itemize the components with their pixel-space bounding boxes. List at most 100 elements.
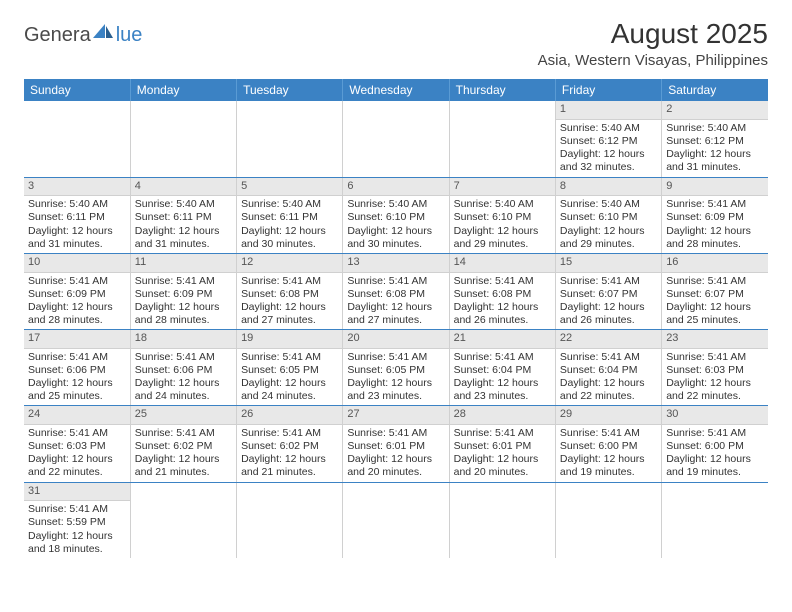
sunset-line: Sunset: 6:06 PM [135,364,213,376]
sunrise-line: Sunrise: 5:41 AM [666,275,746,287]
day-number: 21 [450,330,555,349]
day-number: 19 [237,330,342,349]
calendar-cell: 17Sunrise: 5:41 AMSunset: 6:06 PMDayligh… [24,330,130,406]
col-fri: Friday [555,79,661,101]
day-details: Sunrise: 5:41 AMSunset: 6:04 PMDaylight:… [450,349,555,406]
sunrise-line: Sunrise: 5:41 AM [347,275,427,287]
day-number: 4 [131,178,236,197]
sunrise-line: Sunrise: 5:40 AM [241,198,321,210]
daylight-line: Daylight: 12 hours and 30 minutes. [347,225,432,250]
calendar-cell: 13Sunrise: 5:41 AMSunset: 6:08 PMDayligh… [343,253,449,329]
calendar-cell: 25Sunrise: 5:41 AMSunset: 6:02 PMDayligh… [130,406,236,482]
day-details: Sunrise: 5:40 AMSunset: 6:11 PMDaylight:… [237,196,342,253]
sunset-line: Sunset: 6:01 PM [347,440,425,452]
daylight-line: Daylight: 12 hours and 32 minutes. [560,148,645,173]
daylight-line: Daylight: 12 hours and 29 minutes. [454,225,539,250]
sunrise-line: Sunrise: 5:41 AM [560,427,640,439]
sunrise-line: Sunrise: 5:40 AM [135,198,215,210]
sunrise-line: Sunrise: 5:41 AM [454,351,534,363]
sunrise-line: Sunrise: 5:41 AM [666,351,746,363]
day-number: 13 [343,254,448,273]
sunrise-line: Sunrise: 5:41 AM [241,351,321,363]
sunrise-line: Sunrise: 5:41 AM [666,198,746,210]
day-number: 23 [662,330,768,349]
daylight-line: Daylight: 12 hours and 23 minutes. [454,377,539,402]
daylight-line: Daylight: 12 hours and 28 minutes. [135,301,220,326]
day-details: Sunrise: 5:41 AMSunset: 6:00 PMDaylight:… [556,425,661,482]
calendar-cell: 5Sunrise: 5:40 AMSunset: 6:11 PMDaylight… [237,177,343,253]
sunset-line: Sunset: 6:11 PM [28,211,105,223]
day-number: 10 [24,254,130,273]
sunset-line: Sunset: 6:00 PM [560,440,638,452]
sunrise-line: Sunrise: 5:41 AM [560,275,640,287]
day-number: 14 [450,254,555,273]
col-wed: Wednesday [343,79,449,101]
sunrise-line: Sunrise: 5:41 AM [347,427,427,439]
sunrise-line: Sunrise: 5:41 AM [28,503,108,515]
calendar-cell: 12Sunrise: 5:41 AMSunset: 6:08 PMDayligh… [237,253,343,329]
sunrise-line: Sunrise: 5:40 AM [666,122,746,134]
sunset-line: Sunset: 6:05 PM [241,364,319,376]
sunrise-line: Sunrise: 5:40 AM [560,198,640,210]
day-number: 22 [556,330,661,349]
sunset-line: Sunset: 6:02 PM [241,440,319,452]
day-number: 28 [450,406,555,425]
calendar-cell [237,101,343,177]
calendar-cell [237,482,343,558]
sunset-line: Sunset: 6:11 PM [135,211,212,223]
day-details: Sunrise: 5:41 AMSunset: 6:09 PMDaylight:… [662,196,768,253]
sunrise-line: Sunrise: 5:41 AM [135,427,215,439]
day-number: 3 [24,178,130,197]
sunset-line: Sunset: 6:09 PM [135,288,213,300]
day-number: 8 [556,178,661,197]
day-number: 29 [556,406,661,425]
day-details: Sunrise: 5:41 AMSunset: 6:09 PMDaylight:… [131,273,236,330]
day-number: 6 [343,178,448,197]
sunset-line: Sunset: 6:01 PM [454,440,532,452]
day-details: Sunrise: 5:41 AMSunset: 6:00 PMDaylight:… [662,425,768,482]
sunrise-line: Sunrise: 5:41 AM [28,351,108,363]
sunrise-line: Sunrise: 5:41 AM [241,275,321,287]
day-number: 25 [131,406,236,425]
day-details: Sunrise: 5:41 AMSunset: 6:01 PMDaylight:… [450,425,555,482]
daylight-line: Daylight: 12 hours and 26 minutes. [560,301,645,326]
calendar-cell: 16Sunrise: 5:41 AMSunset: 6:07 PMDayligh… [662,253,768,329]
day-details: Sunrise: 5:41 AMSunset: 6:08 PMDaylight:… [343,273,448,330]
sunset-line: Sunset: 6:05 PM [347,364,425,376]
calendar-cell [130,101,236,177]
day-details: Sunrise: 5:40 AMSunset: 6:10 PMDaylight:… [450,196,555,253]
calendar-table: Sunday Monday Tuesday Wednesday Thursday… [24,79,768,558]
calendar-cell: 24Sunrise: 5:41 AMSunset: 6:03 PMDayligh… [24,406,130,482]
daylight-line: Daylight: 12 hours and 27 minutes. [347,301,432,326]
sunrise-line: Sunrise: 5:40 AM [560,122,640,134]
calendar-cell: 28Sunrise: 5:41 AMSunset: 6:01 PMDayligh… [449,406,555,482]
calendar-cell: 20Sunrise: 5:41 AMSunset: 6:05 PMDayligh… [343,330,449,406]
sunset-line: Sunset: 6:10 PM [347,211,425,223]
sunset-line: Sunset: 6:07 PM [560,288,638,300]
day-number: 27 [343,406,448,425]
daylight-line: Daylight: 12 hours and 24 minutes. [135,377,220,402]
day-details: Sunrise: 5:40 AMSunset: 6:12 PMDaylight:… [556,120,661,177]
calendar-cell: 2Sunrise: 5:40 AMSunset: 6:12 PMDaylight… [662,101,768,177]
daylight-line: Daylight: 12 hours and 25 minutes. [28,377,113,402]
sunset-line: Sunset: 6:08 PM [454,288,532,300]
calendar-cell: 4Sunrise: 5:40 AMSunset: 6:11 PM Daylight… [130,177,236,253]
daylight-line: Daylight: 12 hours and 21 minutes. [241,453,326,478]
calendar-row: 3Sunrise: 5:40 AMSunset: 6:11 PMDaylight… [24,177,768,253]
calendar-cell: 10Sunrise: 5:41 AMSunset: 6:09 PMDayligh… [24,253,130,329]
header: Genera lue August 2025 Asia, Western Vis… [24,18,768,69]
day-details: Sunrise: 5:40 AMSunset: 6:11 PM Daylight:… [131,196,236,253]
calendar-row: 24Sunrise: 5:41 AMSunset: 6:03 PMDayligh… [24,406,768,482]
day-details: Sunrise: 5:41 AMSunset: 6:05 PMDaylight:… [237,349,342,406]
day-number: 30 [662,406,768,425]
sunset-line: Sunset: 6:12 PM [666,135,744,147]
daylight-line: Daylight: 12 hours and 31 minutes. [135,225,220,250]
calendar-cell: 6Sunrise: 5:40 AMSunset: 6:10 PMDaylight… [343,177,449,253]
calendar-row: 10Sunrise: 5:41 AMSunset: 6:09 PMDayligh… [24,253,768,329]
daylight-line: Daylight: 12 hours and 21 minutes. [135,453,220,478]
col-thu: Thursday [449,79,555,101]
sunset-line: Sunset: 6:00 PM [666,440,744,452]
logo: Genera lue [24,24,142,47]
sunset-line: Sunset: 6:10 PM [454,211,532,223]
day-number: 15 [556,254,661,273]
